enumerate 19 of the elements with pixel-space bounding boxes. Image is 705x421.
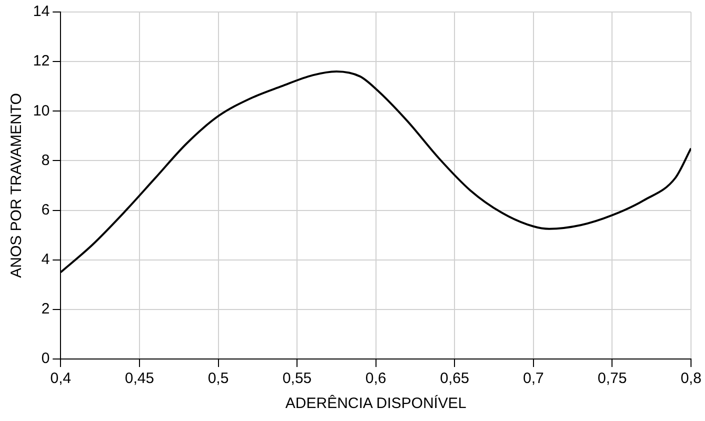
- x-tick-label: 0,6: [365, 370, 386, 388]
- x-tick-label: 0,55: [282, 370, 312, 388]
- y-tick-label: 12: [32, 52, 50, 70]
- x-tick-label: 0,5: [208, 370, 229, 388]
- x-tick-label: 0,65: [440, 370, 470, 388]
- y-tick-label: 10: [32, 102, 50, 120]
- y-tick-label: 0: [41, 350, 50, 368]
- x-axis-title: ADERÊNCIA DISPONÍVEL: [285, 394, 466, 412]
- y-tick-label: 14: [32, 3, 50, 20]
- x-tick-label: 0,4: [50, 370, 72, 388]
- y-tick-label: 4: [41, 251, 50, 268]
- y-tick-label: 6: [41, 201, 50, 218]
- x-tick-label: 0,45: [124, 370, 154, 388]
- y-axis-title: ANOS POR TRAVAMENTO: [8, 93, 26, 278]
- x-tick-label: 0,7: [522, 370, 544, 388]
- y-tick-label: 2: [41, 300, 50, 318]
- x-tick-label: 0,8: [680, 370, 702, 388]
- y-tick-label: 8: [41, 152, 50, 169]
- x-tick-label: 0,75: [598, 370, 627, 388]
